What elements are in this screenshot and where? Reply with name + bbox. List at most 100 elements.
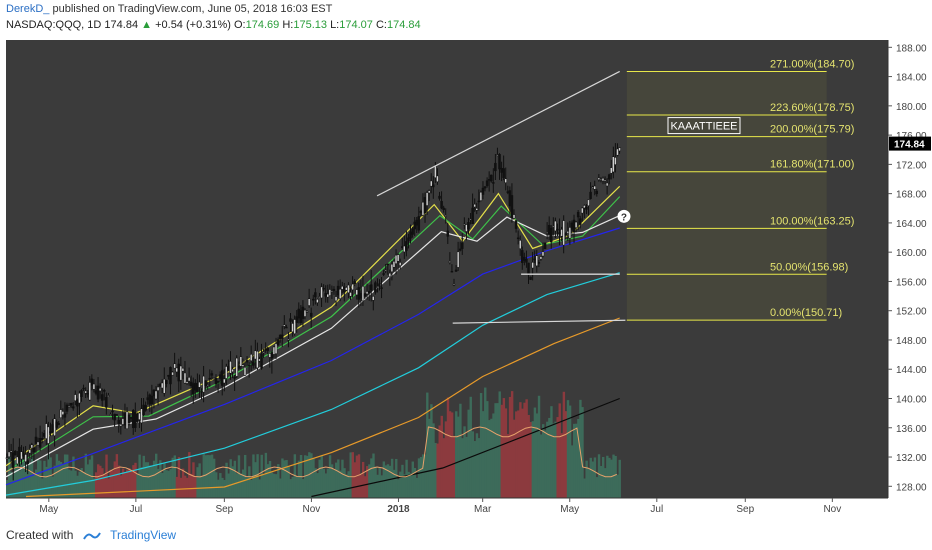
author-link[interactable]: DerekD_ (6, 3, 50, 15)
candle-body (560, 229, 563, 237)
volume-bar (157, 468, 160, 498)
volume-bar (347, 471, 350, 498)
high-label: H: (282, 19, 294, 31)
candle-body (287, 338, 290, 341)
volume-bar (573, 423, 576, 498)
volume-bar (349, 452, 352, 498)
volume-bar (109, 469, 112, 498)
candle-body (146, 397, 149, 401)
candle-body (239, 356, 243, 367)
volume-bar (455, 411, 458, 498)
volume-bar (614, 455, 617, 498)
candle-body (272, 346, 276, 355)
volume-bar (152, 460, 156, 498)
candle-body (583, 205, 586, 209)
candle-body (144, 405, 147, 411)
candle-body (252, 361, 255, 366)
annotation-box (667, 117, 741, 135)
candle-body (237, 365, 241, 369)
tradingview-brand-link[interactable]: TradingView (110, 528, 177, 542)
candle-body (388, 272, 392, 277)
candle-body (357, 287, 361, 300)
volume-bar (94, 472, 98, 498)
volume-bar (384, 465, 388, 498)
volume-bar (521, 408, 524, 498)
candle-body (498, 154, 501, 170)
volume-bar (248, 466, 251, 498)
candle-body (409, 231, 412, 239)
candle-body (425, 192, 429, 206)
price-tick-label: 140.00 (896, 394, 927, 405)
volume-bar (529, 422, 532, 498)
candle-body (312, 298, 315, 301)
volume-bar (448, 411, 452, 498)
candle-body (123, 413, 127, 426)
candle-body (30, 444, 34, 449)
volume-bar (599, 465, 603, 498)
volume-bar (179, 477, 183, 498)
volume-bar (370, 458, 373, 498)
candle-body (570, 222, 574, 230)
volume-bar (314, 468, 317, 498)
volume-bar (291, 476, 294, 498)
volume-bar (392, 469, 396, 498)
candle-body (518, 240, 522, 249)
candle-body (299, 310, 303, 323)
volume-bar (438, 425, 441, 498)
volume-bar (419, 456, 423, 498)
candle-body (607, 174, 611, 180)
candle-body (564, 233, 567, 236)
candle-body (599, 179, 603, 181)
volume-bar (264, 452, 268, 498)
candle-body (175, 367, 178, 373)
volume-bar (105, 454, 108, 498)
candle-body (256, 351, 259, 369)
candle-body (152, 389, 156, 397)
candle-body (254, 350, 257, 360)
volume-bar (432, 423, 435, 498)
candle-body (411, 228, 414, 235)
candle-body (303, 309, 307, 317)
candle-body (512, 214, 516, 219)
volume-bar (364, 476, 367, 498)
candle-body (179, 365, 183, 381)
volume-bar (541, 424, 545, 498)
candle-body (359, 293, 363, 299)
volume-bar (380, 475, 383, 498)
candle-body (305, 311, 309, 313)
volume-bar (459, 403, 462, 498)
time-tick-label: Sep (215, 504, 233, 515)
candle-body (241, 364, 245, 367)
price-tick-label: 128.00 (896, 482, 927, 493)
price-chart[interactable]: 271.00%(184.70) 223.60%(178.75) 200.00%(17… (0, 38, 932, 516)
volume-bar (266, 464, 270, 498)
candle-body (59, 409, 63, 418)
volume-bar (490, 418, 493, 498)
candle-body (198, 381, 201, 388)
volume-bar (428, 418, 431, 498)
candle-body (94, 390, 98, 394)
volume-bar (117, 465, 121, 498)
fib-level-label: 50.00%(156.98) (770, 261, 848, 273)
volume-bar (488, 420, 491, 498)
volume-bar (74, 470, 77, 498)
volume-bar (80, 468, 83, 498)
candle-body (223, 378, 226, 384)
candle-body (440, 200, 443, 209)
candle-body (572, 219, 576, 233)
candle-body (554, 220, 557, 232)
candle-body (293, 319, 296, 334)
volume-bar (318, 459, 321, 498)
price-tick-label: 164.00 (896, 219, 927, 230)
candle-body (589, 191, 592, 199)
candle-body (57, 423, 60, 425)
candle-body (121, 418, 125, 425)
volume-bar (57, 460, 61, 498)
volume-bar (250, 479, 253, 498)
volume-bar (436, 443, 439, 498)
volume-bar (446, 397, 450, 498)
price-change: +0.54 (+0.31%) (155, 19, 231, 31)
price-tick-label: 188.00 (896, 43, 927, 54)
candle-body (374, 282, 377, 293)
candle-body (214, 377, 218, 385)
